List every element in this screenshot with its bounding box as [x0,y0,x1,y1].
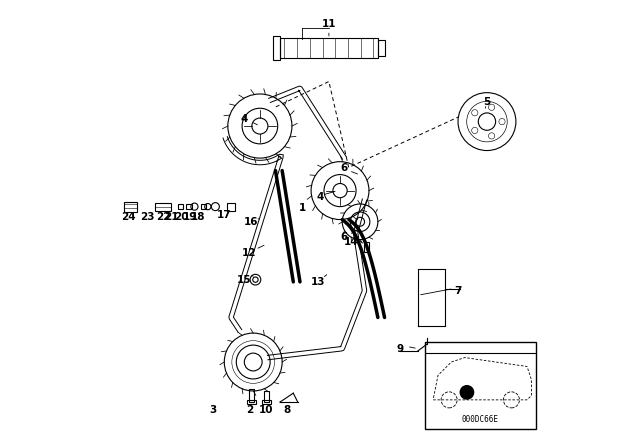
Text: 14: 14 [344,237,358,247]
Text: 23: 23 [140,212,155,222]
Text: 18: 18 [191,212,205,222]
Text: 17: 17 [217,210,232,220]
Text: 24: 24 [121,212,136,222]
Text: 22: 22 [156,212,170,222]
Text: 11: 11 [322,19,336,29]
Text: 2: 2 [246,405,253,415]
Bar [227,202,234,211]
Bar [177,204,183,209]
Bar [273,36,280,60]
Bar [156,202,171,211]
Text: 19: 19 [182,212,196,222]
Text: 8: 8 [283,405,290,415]
Text: 6: 6 [341,164,348,173]
Text: 4: 4 [316,192,324,202]
Bar [124,202,136,211]
Bar [249,389,254,402]
Text: 000DC66E: 000DC66E [462,415,499,424]
Text: 6: 6 [341,233,348,242]
Text: 13: 13 [310,277,325,287]
Bar [364,242,369,252]
Circle shape [460,386,474,399]
Text: 15: 15 [237,275,252,284]
Text: 1: 1 [299,203,306,213]
Bar [262,400,271,404]
Text: 5: 5 [483,97,491,107]
Text: 20: 20 [174,212,188,222]
Bar [424,342,536,429]
Bar [246,400,257,404]
Bar [378,40,385,56]
Text: 4: 4 [241,114,248,125]
Text: 7: 7 [454,286,461,296]
Text: 16: 16 [244,217,259,227]
Bar [201,204,206,209]
Bar [264,391,269,402]
Text: 9: 9 [397,344,404,353]
Text: 3: 3 [209,405,217,415]
Bar [280,39,378,58]
Text: 12: 12 [241,248,256,258]
Text: 21: 21 [164,212,179,222]
Text: 10: 10 [259,405,273,415]
Bar [186,204,192,209]
